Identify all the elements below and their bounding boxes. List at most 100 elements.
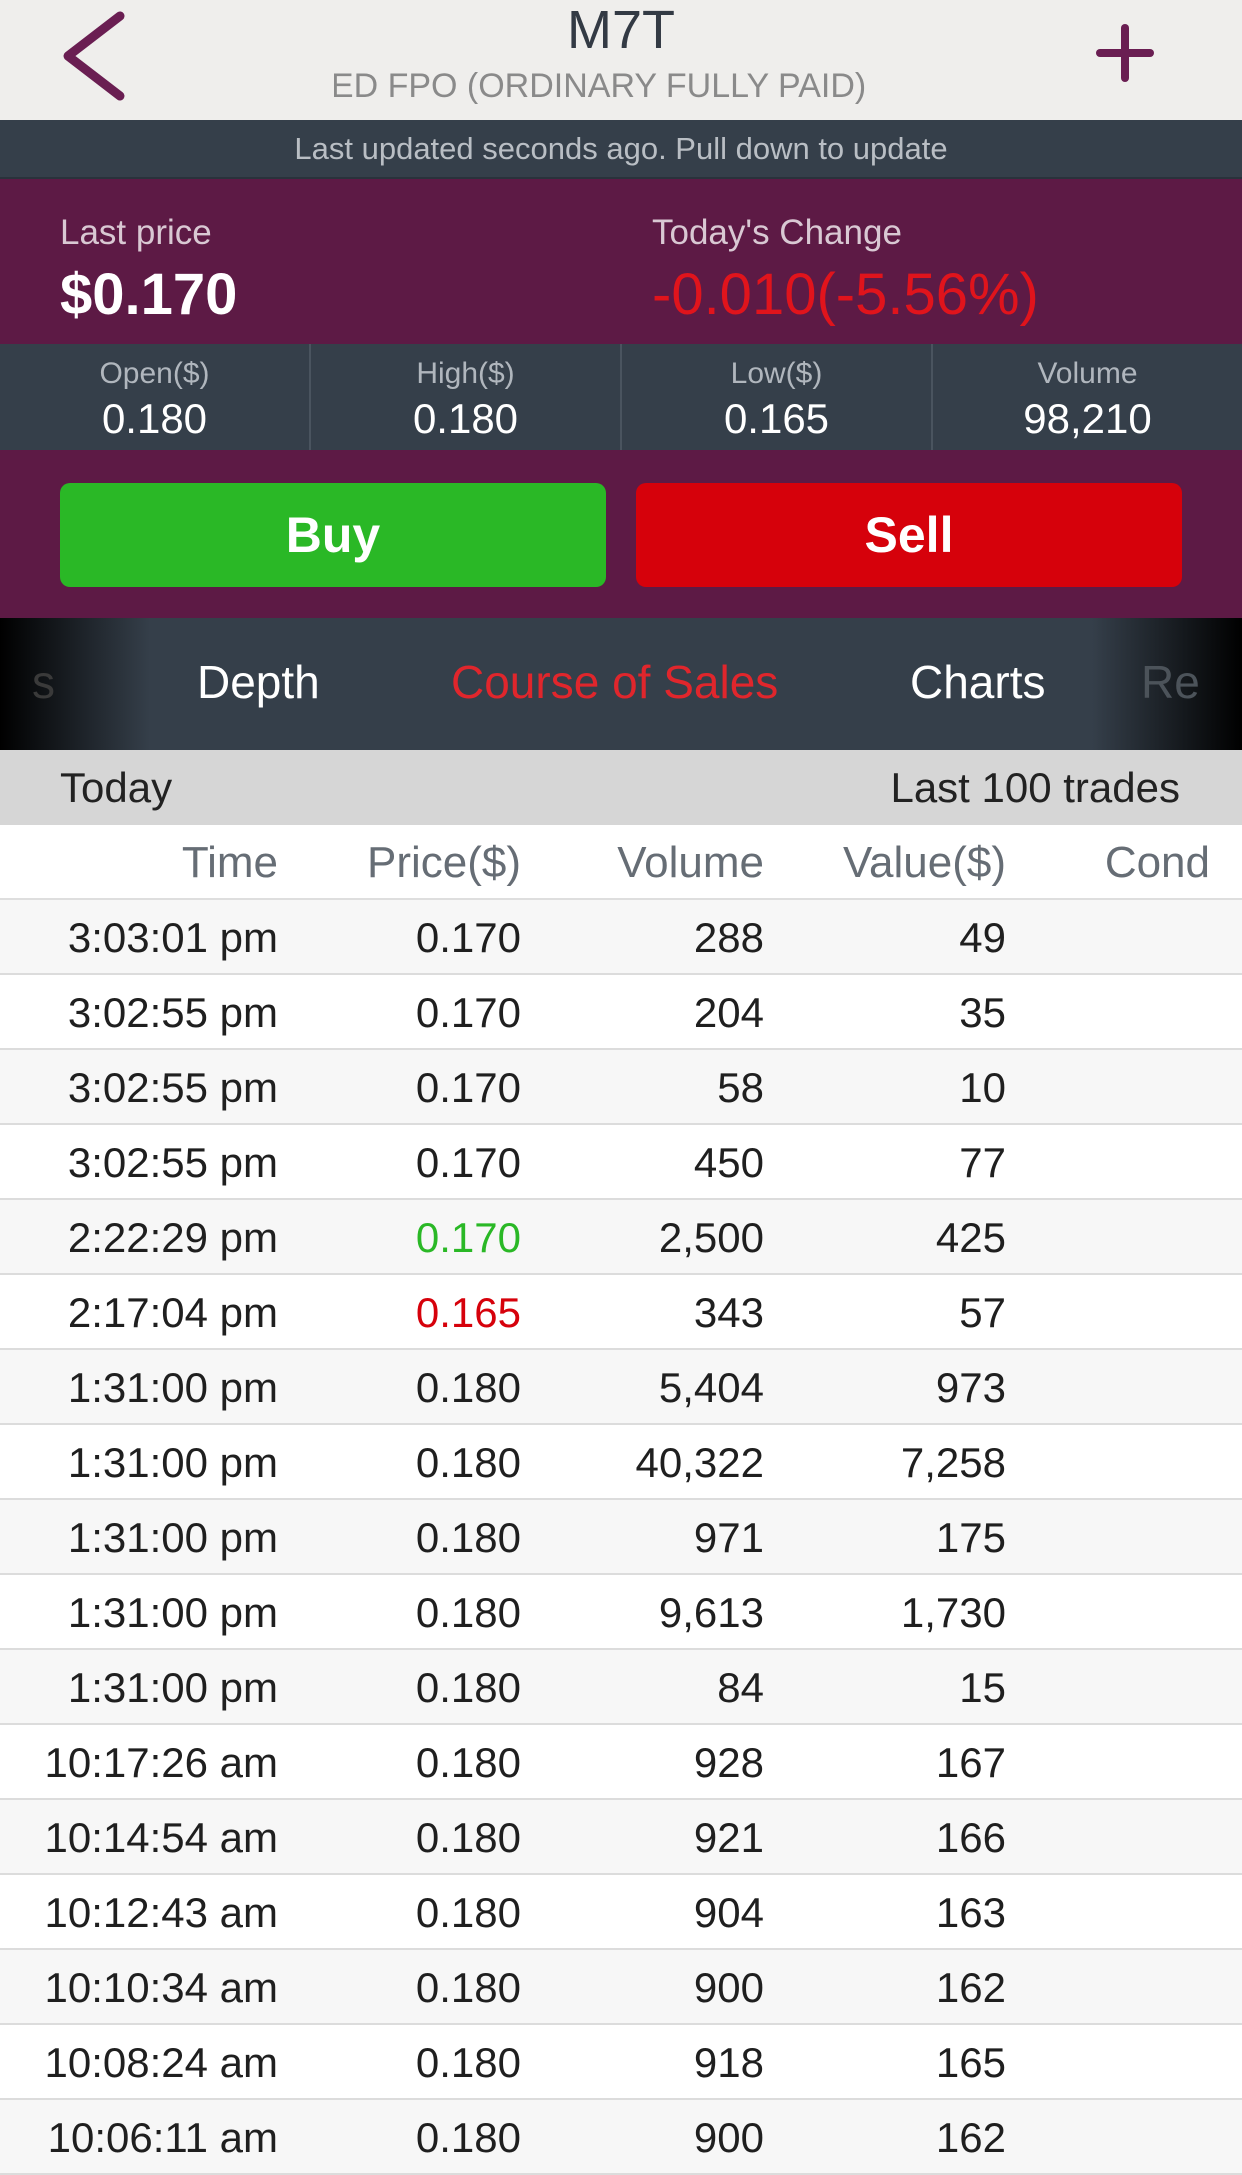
trade-value: 35: [959, 989, 1006, 1036]
trade-actions: Buy Sell: [0, 450, 1242, 618]
table-row: 10:08:24 am 0.180 918 165: [0, 2025, 1242, 2100]
trade-value: 7,258: [900, 1439, 1006, 1486]
trade-value: 165: [935, 2039, 1006, 2086]
plus-icon[interactable]: [1090, 18, 1160, 88]
trade-volume: 928: [693, 1739, 764, 1786]
table-row: 10:14:54 am 0.180 921 166: [0, 1800, 1242, 1875]
table-row: 10:06:11 am 0.180 900 162: [0, 2100, 1242, 2175]
trade-time: 3:02:55 pm: [67, 1139, 278, 1186]
stat-low-value: 0.165: [723, 395, 830, 442]
trade-price: 0.180: [415, 1739, 521, 1786]
trade-volume: 204: [693, 989, 764, 1036]
trade-volume: 9,613: [658, 1589, 764, 1636]
trade-value: 425: [935, 1214, 1006, 1261]
column-value: Value($): [842, 838, 1006, 887]
stat-volume: Volume 98,210: [933, 344, 1242, 450]
trade-value: 77: [959, 1139, 1006, 1186]
trade-volume: 2,500: [658, 1214, 764, 1261]
stat-low-label: Low($): [730, 357, 823, 390]
trade-value: 49: [959, 914, 1006, 961]
trade-price: 0.170: [415, 914, 521, 961]
stat-high: High($) 0.180: [311, 344, 622, 450]
trade-volume: 904: [693, 1889, 764, 1936]
trade-volume: 343: [693, 1289, 764, 1336]
trade-time: 2:22:29 pm: [67, 1214, 278, 1261]
trade-price: 0.180: [415, 2114, 521, 2161]
trade-price: 0.180: [415, 1814, 521, 1861]
trade-value: 166: [935, 1814, 1006, 1861]
table-row: 1:31:00 pm 0.180 84 15: [0, 1650, 1242, 1725]
trade-time: 1:31:00 pm: [67, 1514, 278, 1561]
table-row: 10:17:26 am 0.180 928 167: [0, 1725, 1242, 1800]
table-row: 2:22:29 pm 0.170 2,500 425: [0, 1200, 1242, 1275]
tab-next[interactable]: Re: [1141, 656, 1200, 708]
table-row: 1:31:00 pm 0.180 5,404 973: [0, 1350, 1242, 1425]
trade-value: 175: [935, 1514, 1006, 1561]
column-volume: Volume: [617, 838, 764, 887]
table-row: 2:17:04 pm 0.165 343 57: [0, 1275, 1242, 1350]
buy-button[interactable]: Buy: [60, 483, 606, 587]
sell-button[interactable]: Sell: [636, 483, 1182, 587]
trade-volume: 918: [693, 2039, 764, 2086]
update-banner[interactable]: Last updated seconds ago. Pull down to u…: [0, 120, 1242, 179]
trade-volume: 971: [693, 1514, 764, 1561]
trade-time: 10:08:24 am: [44, 2039, 278, 2086]
section-today: Today: [60, 764, 173, 811]
tab-previous[interactable]: s: [32, 656, 55, 708]
table-row: 3:02:55 pm 0.170 204 35: [0, 975, 1242, 1050]
trade-price: 0.180: [415, 1439, 521, 1486]
trade-value: 57: [959, 1289, 1006, 1336]
last-price-label: Last price: [60, 213, 212, 252]
table-row: 1:31:00 pm 0.180 971 175: [0, 1500, 1242, 1575]
table-row: 1:31:00 pm 0.180 9,613 1,730: [0, 1575, 1242, 1650]
trade-price: 0.180: [415, 1589, 521, 1636]
trade-time: 1:31:00 pm: [67, 1664, 278, 1711]
trade-volume: 900: [693, 2114, 764, 2161]
trade-price: 0.170: [415, 1139, 521, 1186]
trade-price: 0.180: [415, 2039, 521, 2086]
tab-course-of-sales[interactable]: Course of Sales: [451, 656, 779, 708]
security-name-marquee: LIMITED FPO (ORDINARY FULLY PAID): [334, 66, 910, 106]
stat-volume-label: Volume: [1037, 357, 1138, 390]
trade-price: 0.170: [415, 989, 521, 1036]
column-time: Time: [181, 838, 278, 887]
trade-time: 1:31:00 pm: [67, 1364, 278, 1411]
trade-price: 0.170: [415, 1214, 521, 1261]
tab-charts[interactable]: Charts: [910, 656, 1046, 708]
trades-table[interactable]: 3:03:01 pm 0.170 288 49 3:02:55 pm 0.170 204 35…: [0, 900, 1242, 2175]
trade-price: 0.180: [415, 1889, 521, 1936]
column-price: Price($): [366, 838, 521, 887]
trade-volume: 900: [693, 1964, 764, 2011]
trade-volume: 450: [693, 1139, 764, 1186]
trade-time: 3:02:55 pm: [67, 989, 278, 1036]
trade-time: 10:12:43 am: [44, 1889, 278, 1936]
table-header: Time Price($) Volume Value($) Cond: [0, 825, 1242, 900]
trade-value: 162: [935, 2114, 1006, 2161]
trade-time: 3:03:01 pm: [67, 914, 278, 961]
trade-time: 10:10:34 am: [44, 1964, 278, 2011]
trade-price: 0.165: [415, 1289, 521, 1336]
trade-time: 10:06:11 am: [47, 2114, 278, 2161]
trade-value: 163: [935, 1889, 1006, 1936]
tab-depth[interactable]: Depth: [197, 656, 320, 708]
trade-price: 0.170: [415, 1064, 521, 1111]
trade-price: 0.180: [415, 1364, 521, 1411]
trade-value: 1,730: [900, 1589, 1006, 1636]
table-row: 10:12:43 am 0.180 904 163: [0, 1875, 1242, 1950]
stat-high-value: 0.180: [412, 395, 519, 442]
trade-value: 167: [935, 1739, 1006, 1786]
trade-volume: 288: [693, 914, 764, 961]
chevron-left-icon[interactable]: [58, 6, 138, 106]
table-row: 1:31:00 pm 0.180 40,322 7,258: [0, 1425, 1242, 1500]
trade-value: 973: [935, 1364, 1006, 1411]
trade-price: 0.180: [415, 1964, 521, 2011]
trade-time: 1:31:00 pm: [67, 1439, 278, 1486]
trade-time: 10:14:54 am: [44, 1814, 278, 1861]
table-row: 10:10:34 am 0.180 900 162: [0, 1950, 1242, 2025]
table-row: 3:02:55 pm 0.170 450 77: [0, 1125, 1242, 1200]
trade-price: 0.180: [415, 1514, 521, 1561]
trade-volume: 84: [717, 1664, 764, 1711]
trade-value: 15: [959, 1664, 1006, 1711]
column-cond: Cond: [1104, 838, 1210, 887]
section-last-trades: Last 100 trades: [890, 764, 1180, 811]
